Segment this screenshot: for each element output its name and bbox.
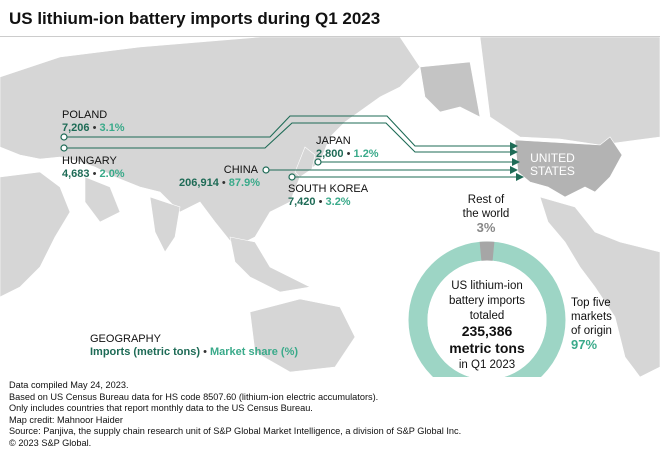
latin-america (539, 196, 660, 377)
route-hungary (64, 122, 510, 153)
label-south-korea: SOUTH KOREA 7,420 • 3.2% (288, 183, 369, 208)
legend: GEOGRAPHY Imports (metric tons) • Market … (90, 333, 299, 358)
arrowheads (510, 142, 524, 181)
arabia (84, 176, 121, 223)
world-map (0, 37, 660, 377)
donut-center-text: US lithium-ion battery imports totaled 235… (448, 280, 526, 371)
canada (479, 37, 660, 146)
donut-center (427, 260, 547, 377)
alaska (419, 61, 481, 118)
top-five-label: Top five markets of origin 97% (571, 297, 612, 352)
australia (249, 298, 356, 373)
label-hungary: HUNGARY 4,683 • 2.0% (62, 155, 125, 180)
route-poland (64, 115, 510, 147)
page-title: US lithium-ion battery imports during Q1… (9, 9, 381, 28)
donut-rest-of-world (408, 241, 566, 377)
label-japan: JAPAN 2,800 • 1.2% (316, 135, 379, 160)
label-poland: POLAND 7,206 • 3.1% (62, 109, 125, 134)
divider (0, 36, 660, 37)
southeast-asia (229, 236, 311, 293)
eurasia (0, 37, 421, 248)
united-states (514, 136, 623, 198)
label-china: CHINA 206,914 • 87.9% (179, 164, 260, 189)
rest-of-world-label: Rest of the world 3% (462, 194, 510, 235)
footer-notes: Data compiled May 24, 2023. Based on US C… (9, 380, 462, 448)
origin-markers (60, 133, 322, 181)
india (149, 196, 181, 253)
label-united-states: UNITED STATES (530, 151, 575, 178)
africa (0, 171, 71, 298)
